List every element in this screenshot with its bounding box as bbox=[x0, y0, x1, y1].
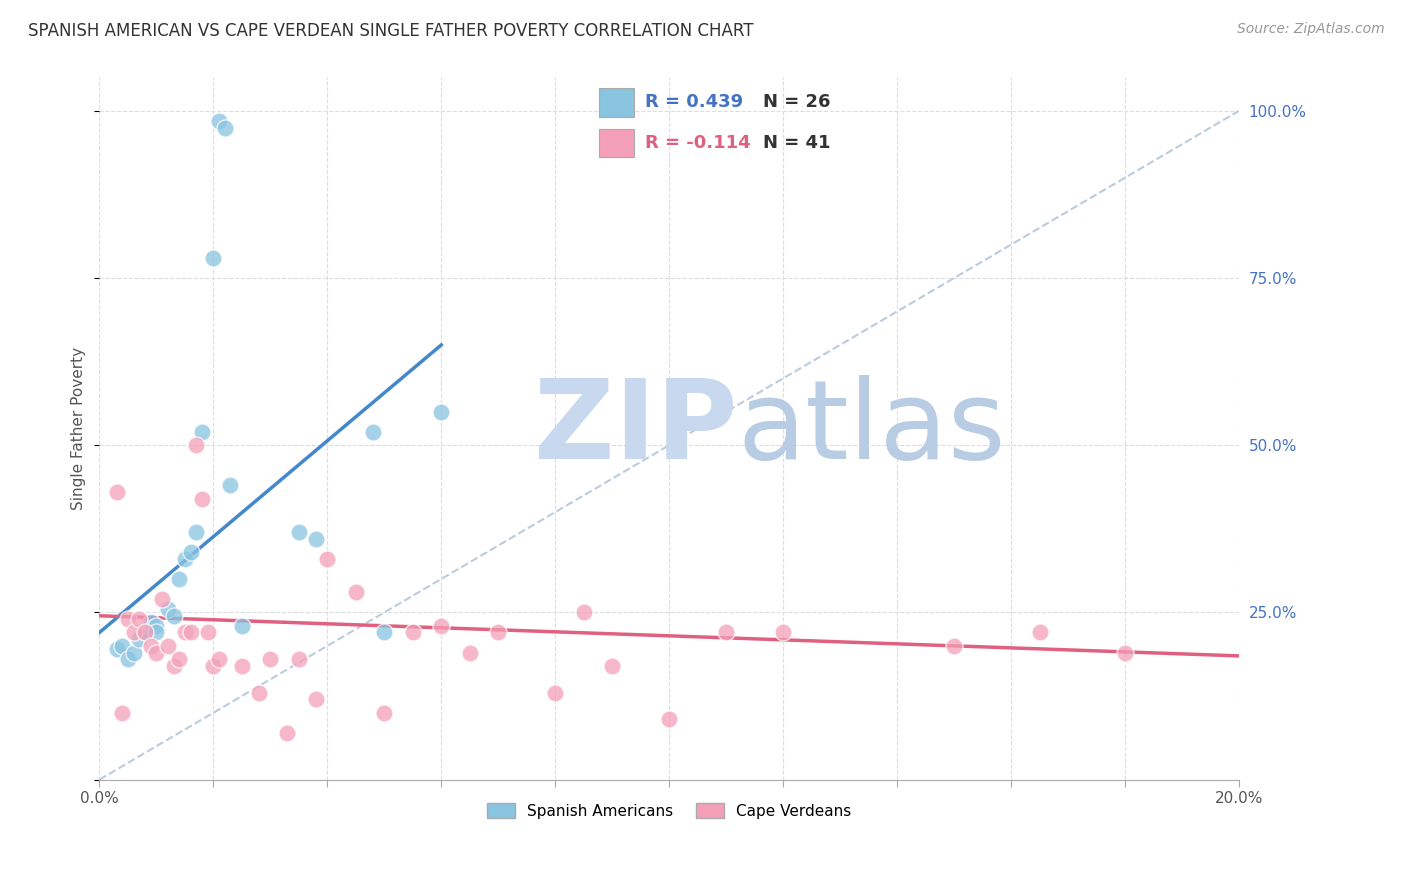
Point bbox=[202, 251, 225, 265]
Point bbox=[139, 615, 162, 630]
Point bbox=[191, 491, 214, 506]
Point bbox=[122, 646, 145, 660]
Point bbox=[139, 639, 162, 653]
Point bbox=[430, 619, 453, 633]
Point bbox=[288, 652, 311, 666]
Point bbox=[430, 405, 453, 419]
Point bbox=[1028, 625, 1050, 640]
Point bbox=[714, 625, 737, 640]
Point bbox=[658, 713, 681, 727]
Point bbox=[208, 652, 231, 666]
Point bbox=[111, 639, 134, 653]
Point bbox=[231, 659, 253, 673]
Point bbox=[117, 652, 139, 666]
Point bbox=[134, 625, 156, 640]
Text: Source: ZipAtlas.com: Source: ZipAtlas.com bbox=[1237, 22, 1385, 37]
Point bbox=[276, 726, 298, 740]
Point bbox=[316, 552, 339, 566]
Point bbox=[180, 545, 202, 559]
Point bbox=[943, 639, 966, 653]
Text: N = 26: N = 26 bbox=[763, 94, 831, 112]
Point bbox=[156, 639, 179, 653]
Point bbox=[544, 686, 567, 700]
Point bbox=[145, 625, 167, 640]
Point bbox=[111, 706, 134, 720]
Point bbox=[259, 652, 281, 666]
Text: ZIP: ZIP bbox=[534, 375, 738, 482]
Point bbox=[202, 659, 225, 673]
Point bbox=[361, 425, 384, 439]
Point bbox=[128, 632, 150, 647]
Point bbox=[373, 625, 395, 640]
Point bbox=[772, 625, 794, 640]
Text: R = 0.439: R = 0.439 bbox=[645, 94, 744, 112]
Point bbox=[105, 642, 128, 657]
Point bbox=[162, 659, 184, 673]
Point bbox=[105, 485, 128, 500]
Point bbox=[122, 625, 145, 640]
Point bbox=[145, 619, 167, 633]
Point bbox=[305, 532, 328, 546]
Bar bbox=[599, 88, 634, 117]
Point bbox=[486, 625, 509, 640]
Point bbox=[117, 612, 139, 626]
Point bbox=[162, 608, 184, 623]
Y-axis label: Single Father Poverty: Single Father Poverty bbox=[72, 347, 86, 510]
Point bbox=[167, 652, 190, 666]
Text: atlas: atlas bbox=[738, 375, 1007, 482]
Point bbox=[458, 646, 481, 660]
Point bbox=[402, 625, 425, 640]
Text: SPANISH AMERICAN VS CAPE VERDEAN SINGLE FATHER POVERTY CORRELATION CHART: SPANISH AMERICAN VS CAPE VERDEAN SINGLE … bbox=[28, 22, 754, 40]
Point bbox=[373, 706, 395, 720]
Point bbox=[186, 525, 208, 540]
Point bbox=[156, 602, 179, 616]
Point bbox=[197, 625, 219, 640]
Point bbox=[174, 552, 197, 566]
Point bbox=[344, 585, 367, 599]
Point bbox=[288, 525, 311, 540]
Point bbox=[247, 686, 270, 700]
Point bbox=[231, 619, 253, 633]
Text: R = -0.114: R = -0.114 bbox=[645, 134, 751, 152]
Text: N = 41: N = 41 bbox=[763, 134, 831, 152]
Point bbox=[305, 692, 328, 706]
Point bbox=[219, 478, 242, 492]
Point bbox=[174, 625, 197, 640]
Point bbox=[150, 592, 173, 607]
Point bbox=[600, 659, 623, 673]
Point bbox=[167, 572, 190, 586]
Point bbox=[572, 606, 595, 620]
Bar bbox=[599, 128, 634, 157]
Point bbox=[134, 625, 156, 640]
Point bbox=[208, 114, 231, 128]
Point bbox=[186, 438, 208, 452]
Point bbox=[128, 612, 150, 626]
Point bbox=[191, 425, 214, 439]
Point bbox=[1114, 646, 1136, 660]
Point bbox=[214, 120, 236, 135]
Legend: Spanish Americans, Cape Verdeans: Spanish Americans, Cape Verdeans bbox=[481, 797, 858, 824]
Point bbox=[145, 646, 167, 660]
Point bbox=[180, 625, 202, 640]
